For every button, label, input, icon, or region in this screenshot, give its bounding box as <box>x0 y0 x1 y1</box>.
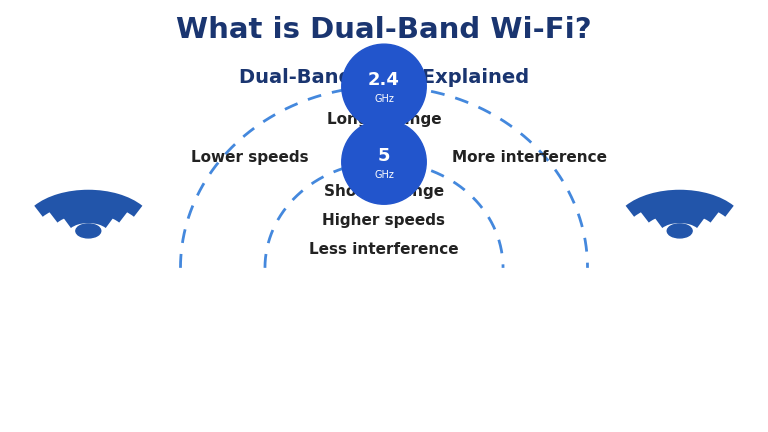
Ellipse shape <box>342 120 426 204</box>
Text: More interference: More interference <box>452 150 607 165</box>
Text: Higher speeds: Higher speeds <box>323 213 445 228</box>
Circle shape <box>76 224 101 238</box>
Circle shape <box>667 224 692 238</box>
Text: 5: 5 <box>378 147 390 165</box>
Text: GHz: GHz <box>374 170 394 180</box>
Text: 2.4: 2.4 <box>368 71 400 89</box>
Text: Less interference: Less interference <box>310 242 458 257</box>
Text: Lower speeds: Lower speeds <box>190 150 309 165</box>
Ellipse shape <box>342 44 426 129</box>
Text: Shorter range: Shorter range <box>324 184 444 199</box>
Text: GHz: GHz <box>374 94 394 104</box>
Text: What is Dual-Band Wi-Fi?: What is Dual-Band Wi-Fi? <box>176 16 592 44</box>
Text: Dual-Band Wi-Fi Explained: Dual-Band Wi-Fi Explained <box>239 68 529 87</box>
Text: Longer range: Longer range <box>326 112 442 127</box>
